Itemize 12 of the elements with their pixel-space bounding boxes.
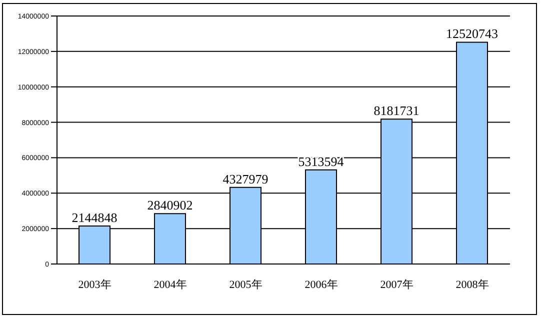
- data-label: 12520743: [446, 26, 498, 42]
- x-tick-label: 2007年: [380, 278, 414, 291]
- data-label: 2144848: [72, 210, 118, 226]
- data-label: 2840902: [147, 198, 193, 213]
- x-tick-label: 2003年: [78, 278, 112, 291]
- data-label: 4327979: [222, 171, 268, 186]
- x-tick-label: 2008年: [456, 278, 489, 291]
- x-tick-label: 2006年: [304, 278, 338, 291]
- data-label: 8181731: [374, 103, 420, 118]
- data-label: 5313594: [298, 154, 344, 169]
- x-tick-label: 2005年: [229, 278, 262, 291]
- x-tick-label: 2004年: [154, 278, 187, 291]
